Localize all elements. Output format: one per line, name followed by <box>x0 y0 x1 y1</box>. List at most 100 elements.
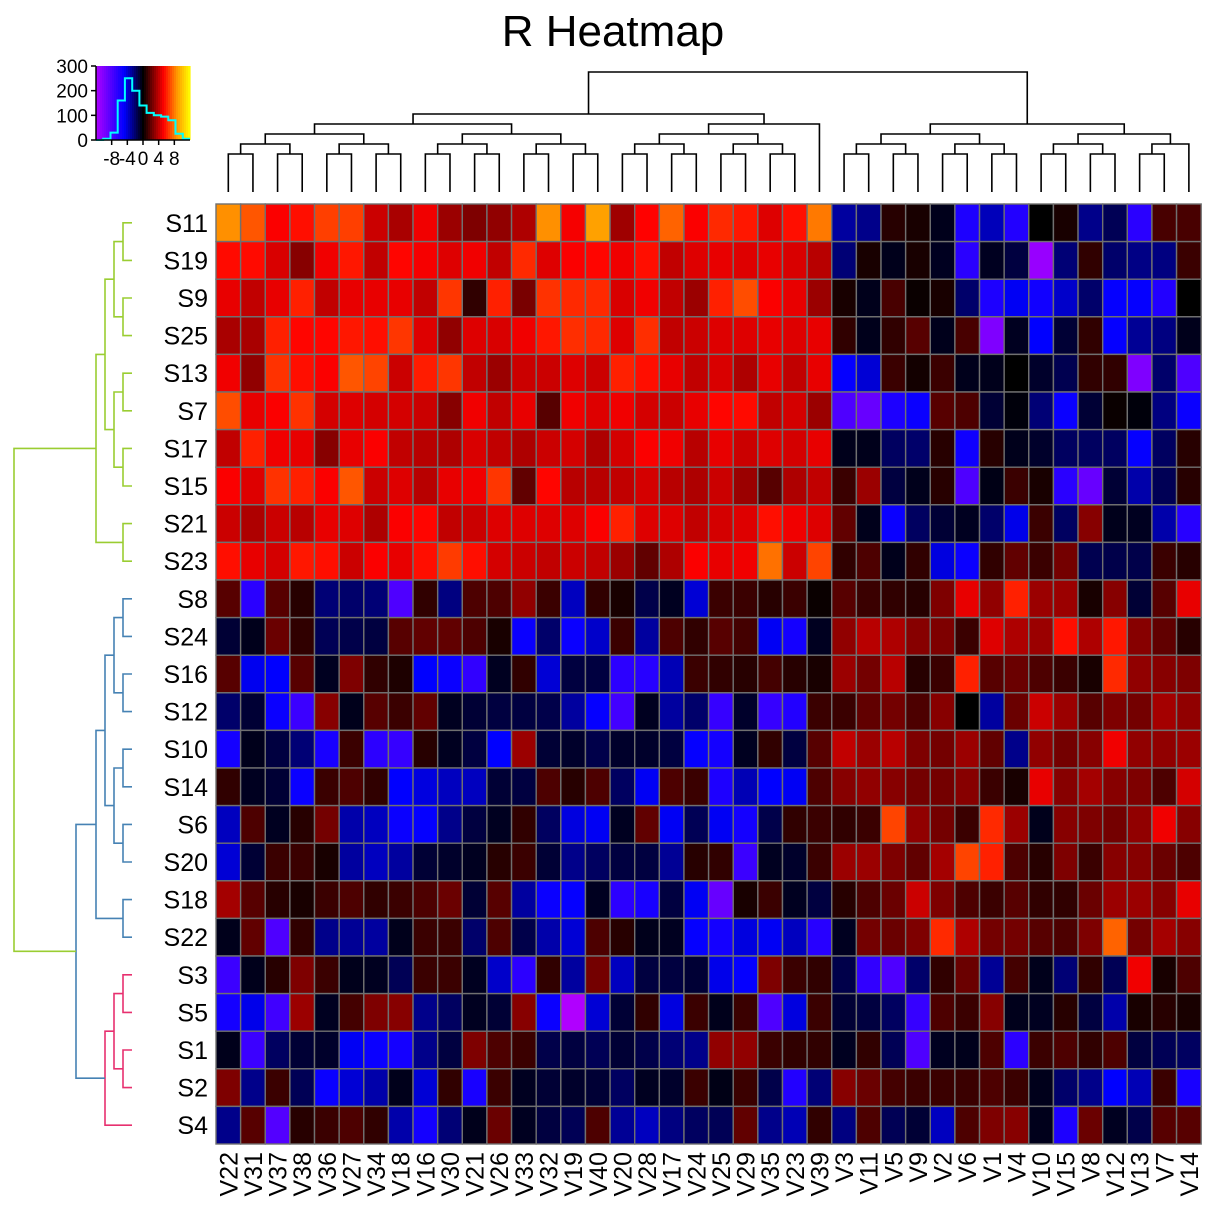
heatmap-cell-S18-V24 <box>683 880 710 920</box>
heatmap-cell-S2-V16 <box>412 1068 439 1108</box>
heatmap-cell-S5-V39 <box>806 992 833 1032</box>
heatmap-cell-S4-V10 <box>1028 1105 1055 1145</box>
heatmap-cell-S15-V29 <box>732 466 759 506</box>
heatmap-cell-S24-V39 <box>806 616 833 656</box>
heatmap-cell-S11-V15 <box>1052 203 1079 243</box>
heatmap-cell-S21-V31 <box>239 504 266 544</box>
heatmap-cell-S2-V32 <box>535 1068 562 1108</box>
heatmap-cell-S15-V8 <box>1077 466 1104 506</box>
heatmap-cell-S22-V34 <box>363 917 390 957</box>
heatmap-cell-S2-V20 <box>609 1068 636 1108</box>
heatmap-cell-S20-V9 <box>904 842 931 882</box>
row-dendrogram-branch <box>122 974 132 1014</box>
heatmap-cell-S6-V4 <box>1003 804 1030 844</box>
heatmap-cell-S11-V35 <box>757 203 784 243</box>
heatmap-cell-S14-V12 <box>1101 767 1129 807</box>
heatmap-cell-S25-V24 <box>683 316 710 356</box>
heatmap-cell-S19-V16 <box>412 240 439 280</box>
heatmap-cell-S3-V32 <box>535 955 562 995</box>
heatmap-cell-S4-V37 <box>264 1105 291 1145</box>
heatmap-cell-S4-V40 <box>584 1105 611 1145</box>
heatmap-cell-S21-V32 <box>535 504 562 544</box>
heatmap-cell-S6-V6 <box>954 804 981 844</box>
heatmap-cell-S11-V26 <box>486 203 513 243</box>
heatmap-cell-S24-V24 <box>683 616 710 656</box>
heatmap-cell-S13-V13 <box>1126 353 1153 393</box>
heatmap-cell-S22-V15 <box>1052 917 1079 957</box>
heatmap-cell-S5-V22 <box>215 992 242 1032</box>
heatmap-cell-S3-V9 <box>904 955 931 995</box>
heatmap-cell-S21-V19 <box>560 504 587 544</box>
heatmap-cell-S12-V8 <box>1077 692 1104 732</box>
heatmap-cell-S19-V8 <box>1077 240 1104 280</box>
heatmap-cell-S21-V18 <box>387 504 414 544</box>
heatmap-cell-S10-V38 <box>289 729 316 769</box>
heatmap-cell-S24-V18 <box>387 616 414 656</box>
heatmap-cell-S25-V15 <box>1052 316 1079 356</box>
heatmap-cell-S8-V17 <box>658 579 685 619</box>
heatmap-cell-S1-V28 <box>634 1030 661 1070</box>
heatmap-cell-S7-V6 <box>954 391 981 431</box>
heatmap-cell-S23-V21 <box>461 541 488 581</box>
heatmap-cell-S7-V28 <box>634 391 661 431</box>
heatmap-cell-S3-V27 <box>338 955 365 995</box>
heatmap-cell-S1-V16 <box>412 1030 439 1070</box>
heatmap-cell-S18-V29 <box>732 880 759 920</box>
heatmap-cell-S18-V22 <box>215 880 242 920</box>
heatmap-cell-S18-V15 <box>1052 880 1079 920</box>
heatmap-cell-S25-V5 <box>880 316 907 356</box>
heatmap-cell-S18-V32 <box>535 880 562 920</box>
heatmap-cell-S20-V35 <box>757 842 784 882</box>
heatmap-cell-S2-V11 <box>855 1068 882 1108</box>
heatmap-cell-S16-V9 <box>904 654 931 694</box>
heatmap-cell-S21-V3 <box>831 504 858 544</box>
row-dendrogram-branch <box>104 278 114 431</box>
heatmap-cell-S18-V31 <box>239 880 266 920</box>
column-dendrogram-branch <box>1089 153 1116 192</box>
heatmap-cell-S14-V4 <box>1003 767 1030 807</box>
heatmap-cell-S10-V28 <box>634 729 661 769</box>
heatmap-cell-S22-V10 <box>1028 917 1055 957</box>
heatmap-cell-S3-V26 <box>486 955 513 995</box>
heatmap-cell-S25-V20 <box>609 316 636 356</box>
heatmap-cell-S10-V24 <box>683 729 710 769</box>
column-label-V13: V13 <box>1127 1152 1155 1196</box>
row-label-S2: S2 <box>177 1075 208 1103</box>
heatmap-cell-S1-V30 <box>436 1030 464 1070</box>
color-key-gradient <box>96 66 191 140</box>
heatmap-cell-S10-V33 <box>510 729 537 769</box>
column-dendrogram-branch <box>412 113 765 124</box>
heatmap-cell-S24-V11 <box>855 616 882 656</box>
heatmap-cell-S15-V34 <box>363 466 390 506</box>
heatmap-cell-S20-V19 <box>560 842 587 882</box>
row-dendrogram-branch <box>122 222 132 262</box>
column-label-V24: V24 <box>683 1152 711 1197</box>
heatmap-cell-S5-V17 <box>658 992 685 1032</box>
heatmap-cell-S23-V3 <box>831 541 858 581</box>
heatmap-cell-S8-V13 <box>1126 579 1153 619</box>
heatmap-cell-S16-V11 <box>855 654 882 694</box>
heatmap-cell-S23-V15 <box>1052 541 1079 581</box>
heatmap-cell-S1-V7 <box>1151 1030 1178 1070</box>
heatmap-cell-S17-V19 <box>560 428 587 468</box>
heatmap-cell-S20-V8 <box>1077 842 1104 882</box>
heatmap-cell-S8-V22 <box>215 579 242 619</box>
heatmap-cell-S20-V12 <box>1101 842 1129 882</box>
heatmap-cell-S19-V18 <box>387 240 414 280</box>
heatmap-cell-S14-V18 <box>387 767 414 807</box>
heatmap-cell-S16-V18 <box>387 654 414 694</box>
heatmap-cell-S10-V2 <box>929 729 956 769</box>
heatmap-cell-S7-V15 <box>1052 391 1079 431</box>
heatmap-cell-S24-V40 <box>584 616 611 656</box>
heatmap-cell-S1-V39 <box>806 1030 833 1070</box>
heatmap-cell-S19-V14 <box>1175 240 1202 280</box>
heatmap-cell-S8-V7 <box>1151 579 1178 619</box>
row-label-S14: S14 <box>164 774 209 802</box>
heatmap-cell-S8-V4 <box>1003 579 1030 619</box>
heatmap-cell-S10-V25 <box>707 729 734 769</box>
heatmap-cell-S6-V15 <box>1052 804 1079 844</box>
column-label-V28: V28 <box>634 1152 662 1196</box>
heatmap-cell-S1-V2 <box>929 1030 956 1070</box>
heatmap-cell-S9-V16 <box>412 278 439 318</box>
